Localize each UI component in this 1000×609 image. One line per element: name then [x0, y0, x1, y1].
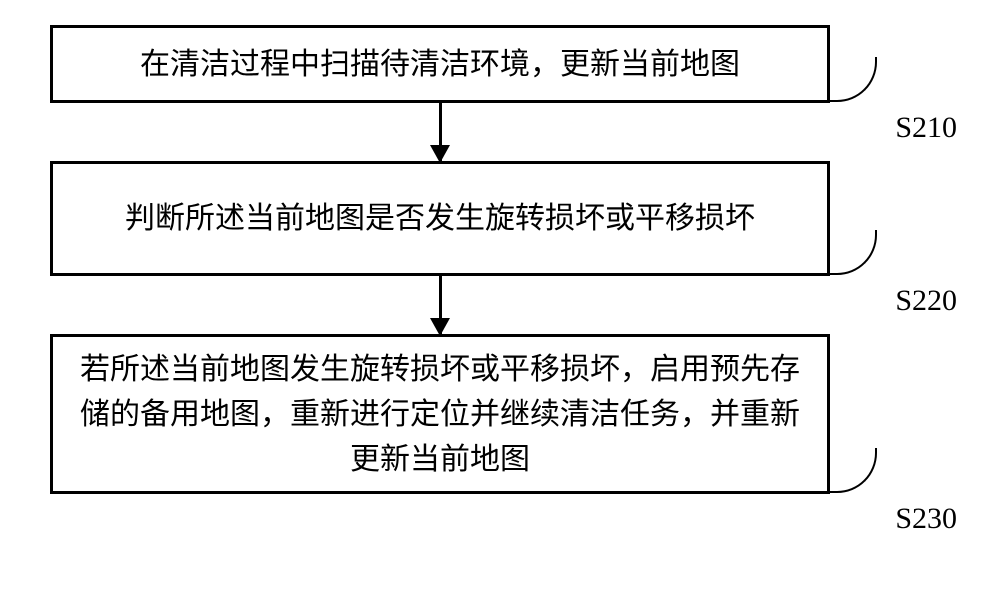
- arrow-2: [50, 276, 830, 334]
- node-3-connector: [827, 448, 877, 493]
- node-2-connector: [827, 230, 877, 275]
- flowchart-node-2: 判断所述当前地图是否发生旋转损坏或平移损坏 S220: [50, 161, 830, 276]
- node-3-text: 若所述当前地图发生旋转损坏或平移损坏，启用预先存储的备用地图，重新进行定位并继续…: [77, 347, 803, 482]
- arrow-1: [50, 103, 830, 161]
- node-1-text: 在清洁过程中扫描待清洁环境，更新当前地图: [140, 42, 740, 87]
- node-1-connector: [827, 57, 877, 102]
- flowchart-node-3: 若所述当前地图发生旋转损坏或平移损坏，启用预先存储的备用地图，重新进行定位并继续…: [50, 334, 830, 494]
- flowchart-node-1: 在清洁过程中扫描待清洁环境，更新当前地图 S210: [50, 25, 830, 103]
- node-2-text: 判断所述当前地图是否发生旋转损坏或平移损坏: [125, 196, 755, 241]
- node-2-label: S220: [895, 284, 957, 318]
- node-1-label: S210: [895, 111, 957, 145]
- node-3-label: S230: [895, 502, 957, 536]
- flowchart-container: 在清洁过程中扫描待清洁环境，更新当前地图 S210 判断所述当前地图是否发生旋转…: [50, 25, 950, 494]
